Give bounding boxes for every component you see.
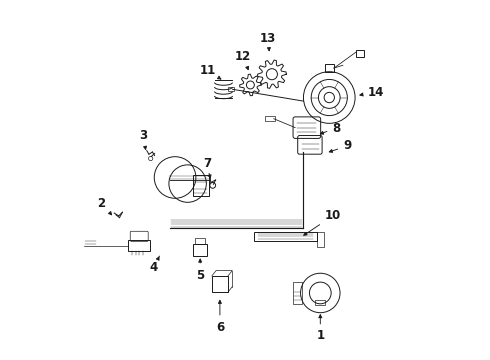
- Text: 2: 2: [98, 197, 112, 215]
- Text: 7: 7: [203, 157, 211, 178]
- Text: 14: 14: [360, 86, 384, 99]
- Text: 5: 5: [196, 259, 204, 282]
- Bar: [316, 300, 325, 305]
- Text: 11: 11: [199, 64, 221, 79]
- Bar: [325, 64, 334, 72]
- Text: 13: 13: [260, 32, 276, 51]
- Text: 10: 10: [304, 210, 341, 235]
- Bar: [356, 50, 364, 57]
- Bar: [128, 240, 150, 251]
- Bar: [317, 232, 324, 247]
- Text: 12: 12: [235, 50, 251, 70]
- Text: 3: 3: [139, 129, 147, 149]
- Bar: [195, 238, 205, 244]
- Bar: [193, 244, 207, 256]
- Bar: [228, 87, 234, 91]
- Text: 8: 8: [320, 122, 341, 135]
- Bar: [266, 116, 275, 121]
- Bar: [254, 232, 317, 241]
- Bar: [193, 175, 209, 196]
- Text: 6: 6: [216, 300, 224, 333]
- Bar: [293, 282, 301, 304]
- Text: 9: 9: [329, 139, 351, 152]
- Text: 1: 1: [316, 315, 324, 342]
- Text: 4: 4: [149, 256, 159, 274]
- Bar: [212, 276, 228, 292]
